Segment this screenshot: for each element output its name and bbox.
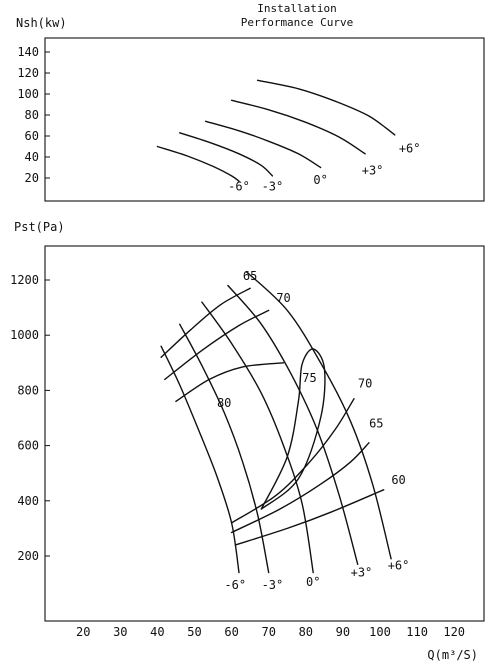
pressure-x-tick-label: 40 bbox=[150, 625, 164, 639]
pressure-x-tick-label: 50 bbox=[187, 625, 201, 639]
power-y-tick-label: 100 bbox=[17, 87, 39, 101]
power-blade-angle-curve-1 bbox=[179, 132, 274, 177]
pressure-curve-label: 80 bbox=[217, 396, 231, 410]
pressure-x-tick-label: 20 bbox=[76, 625, 90, 639]
power-y-tick-label: 120 bbox=[17, 66, 39, 80]
power-curve-label: +6° bbox=[399, 142, 421, 156]
pressure-plot: 200 400 600 800 1000 1200 20 30 40 50 60 70 80 90 100 1… bbox=[10, 269, 465, 639]
pressure-curve-label: 60 bbox=[391, 473, 405, 487]
pressure-y-tick-label: 800 bbox=[17, 383, 39, 397]
pressure-efficiency-curve-5 bbox=[234, 489, 385, 546]
pressure-curve-label: +3° bbox=[351, 566, 373, 580]
pressure-x-tick-label: 110 bbox=[406, 625, 428, 639]
power-curve-label: -3° bbox=[262, 179, 284, 193]
pressure-curve-label: -3° bbox=[262, 578, 284, 592]
power-blade-angle-curve-4 bbox=[256, 79, 396, 136]
pressure-y-tick-label: 400 bbox=[17, 494, 39, 508]
pressure-y-tick-label: 200 bbox=[17, 549, 39, 563]
pressure-efficiency-curve-3 bbox=[230, 398, 355, 524]
power-y-tick-label: 20 bbox=[25, 171, 39, 185]
pressure-x-tick-label: 90 bbox=[336, 625, 350, 639]
power-curve-label: -6° bbox=[228, 179, 250, 193]
power-blade-angle-curve-2 bbox=[204, 120, 322, 169]
pressure-blade-angle-curve-1 bbox=[179, 323, 270, 574]
pressure-x-tick-label: 80 bbox=[299, 625, 313, 639]
pressure-x-tick-label: 30 bbox=[113, 625, 127, 639]
pressure-x-tick-label: 120 bbox=[443, 625, 465, 639]
pressure-y-axis-label: Pst(Pa) bbox=[14, 220, 65, 234]
pressure-efficiency-curve-0 bbox=[160, 287, 251, 358]
pressure-curve-label: 65 bbox=[369, 417, 383, 431]
pressure-y-tick-label: 600 bbox=[17, 439, 39, 453]
pressure-efficiency-curve-2 bbox=[175, 362, 285, 403]
power-y-tick-label: 40 bbox=[25, 150, 39, 164]
pressure-efficiency-curve-1 bbox=[164, 309, 270, 381]
pressure-x-tick-label: 70 bbox=[261, 625, 275, 639]
pressure-curve-label: 75 bbox=[302, 371, 316, 385]
power-plot-frame bbox=[44, 37, 485, 202]
pressure-curve-label: +6° bbox=[388, 559, 410, 573]
power-plot: 20 40 60 80 100 120 140 -6° -3° 0° +3° +6° bbox=[17, 45, 420, 193]
pressure-y-tick-label: 1000 bbox=[10, 328, 39, 342]
chart-title-line-2: Performance Curve bbox=[241, 16, 354, 29]
pressure-curve-label: -6° bbox=[224, 578, 246, 592]
pressure-y-tick-label: 1200 bbox=[10, 273, 39, 287]
pressure-curve-label: 0° bbox=[306, 575, 320, 589]
power-y-axis-label: Nsh(kw) bbox=[16, 16, 67, 30]
pressure-x-axis-label: Q(m³/S) bbox=[427, 648, 478, 662]
pressure-x-tick-label: 60 bbox=[224, 625, 238, 639]
power-blade-angle-curve-3 bbox=[230, 99, 366, 155]
pressure-efficiency-island bbox=[260, 348, 326, 510]
pressure-plot-frame bbox=[44, 245, 485, 622]
pressure-curve-label: 70 bbox=[276, 291, 290, 305]
pressure-curve-label: 65 bbox=[243, 269, 257, 283]
power-y-tick-label: 60 bbox=[25, 129, 39, 143]
chart-title-line-1: Installation bbox=[257, 2, 336, 15]
power-curve-label: 0° bbox=[313, 173, 327, 187]
power-curve-label: +3° bbox=[362, 164, 384, 178]
pressure-blade-angle-curve-2 bbox=[201, 301, 314, 574]
pressure-efficiency-curve-4 bbox=[230, 442, 370, 534]
pressure-blade-angle-curve-3 bbox=[227, 284, 359, 565]
power-blade-angle-curve-0 bbox=[156, 145, 240, 182]
pressure-curve-label: 70 bbox=[358, 377, 372, 391]
power-y-tick-label: 80 bbox=[25, 108, 39, 122]
pressure-blade-angle-curve-0 bbox=[160, 345, 240, 574]
power-y-tick-label: 140 bbox=[17, 45, 39, 59]
pressure-x-tick-label: 100 bbox=[369, 625, 391, 639]
